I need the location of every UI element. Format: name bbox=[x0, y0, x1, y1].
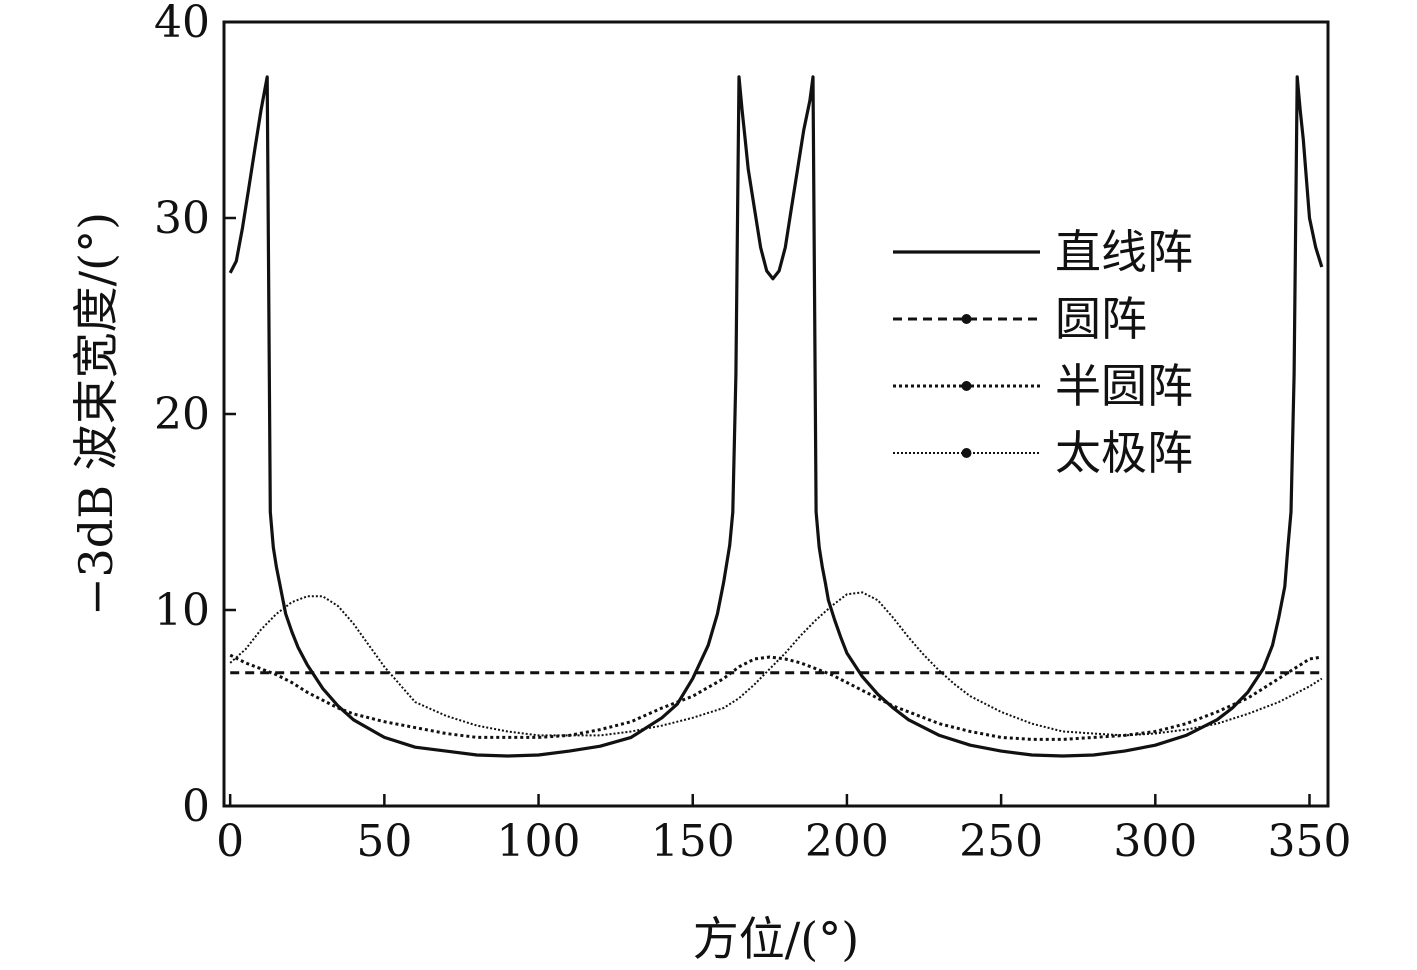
x-tick-label: 100 bbox=[497, 816, 581, 867]
x-tick-label: 250 bbox=[959, 816, 1043, 867]
axis-ticks-group: 0 50 100 150 200 250 300 350 0 10 20 30 40 bbox=[154, 0, 1351, 867]
x-tick-label: 300 bbox=[1113, 816, 1197, 867]
y-tick-label: 0 bbox=[182, 781, 210, 832]
legend-label-4: 太极阵 bbox=[1055, 426, 1193, 480]
x-axis-title: 方位/(°) bbox=[693, 912, 859, 966]
x-tick-label: 0 bbox=[216, 816, 244, 867]
y-tick-label: 20 bbox=[154, 389, 210, 440]
series-line-3 bbox=[229, 653, 1323, 741]
series-line-1 bbox=[228, 75, 1324, 758]
y-axis-title: −3dB 波束宽度/(°) bbox=[69, 212, 123, 616]
x-tick-label: 350 bbox=[1268, 816, 1352, 867]
legend-marker-2 bbox=[961, 314, 972, 324]
y-tick-label: 10 bbox=[154, 585, 210, 636]
legend-label-2: 圆阵 bbox=[1055, 292, 1147, 346]
legend-marker-4 bbox=[961, 448, 972, 458]
plot-series-group bbox=[228, 75, 1324, 758]
legend-marker-3 bbox=[961, 381, 972, 391]
y-tick-label: 30 bbox=[154, 193, 210, 244]
x-tick-label: 150 bbox=[651, 816, 735, 867]
x-tick-label: 200 bbox=[805, 816, 889, 867]
x-tick-label: 50 bbox=[356, 816, 412, 867]
plot-frame bbox=[222, 20, 1330, 808]
legend-label-3: 半圆阵 bbox=[1055, 359, 1193, 413]
y-tick-label: 40 bbox=[154, 0, 210, 48]
series-line-4 bbox=[229, 591, 1323, 737]
legend-label-1: 直线阵 bbox=[1055, 225, 1193, 279]
